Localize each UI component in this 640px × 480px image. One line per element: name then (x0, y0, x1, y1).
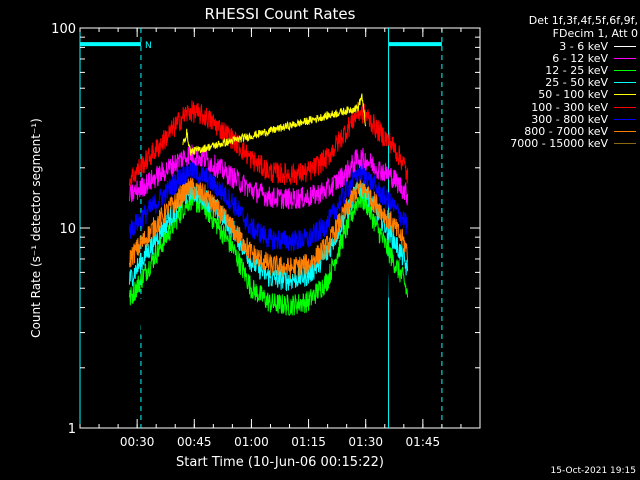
legend-entry: 100 - 300 keV (486, 100, 638, 114)
legend-label: 100 - 300 keV (531, 100, 608, 114)
legend-swatch (614, 106, 636, 108)
legend-label: 800 - 7000 keV (524, 124, 608, 138)
legend-entry: 7000 - 15000 keV (486, 137, 638, 151)
series-line-5 (129, 100, 409, 187)
legend-label: 300 - 800 keV (531, 112, 608, 126)
legend-entry: 3 - 6 keV (486, 39, 638, 53)
legend-label: 50 - 100 keV (538, 88, 608, 102)
legend-header-line-2: FDecim 1, Att 0 (552, 27, 638, 40)
x-tick-label: 01:45 (406, 435, 441, 449)
chart-title: RHESSI Count Rates (205, 5, 356, 23)
legend-entries: 3 - 6 keV 6 - 12 keV 12 - 25 keV 25 - 50 ke… (486, 40, 638, 150)
legend-entry: 300 - 800 keV (486, 112, 638, 126)
series-line-1 (129, 144, 409, 210)
legend-swatch (614, 45, 636, 47)
legend-label: 25 - 50 keV (545, 76, 608, 90)
legend-swatch (614, 69, 636, 71)
x-tick-label: 01:15 (291, 435, 326, 449)
legend: Det 1f,3f,4f,5f,6f,9f, FDecim 1, Att 0 3… (486, 14, 638, 150)
series-line-0 (129, 185, 409, 380)
legend-swatch (614, 143, 636, 145)
legend-label: 7000 - 15000 keV (510, 137, 608, 151)
x-tick-label: 00:45 (177, 435, 212, 449)
series-line-4 (182, 93, 367, 156)
timestamp: 15-Oct-2021 19:15 (550, 466, 636, 476)
legend-entry: 12 - 25 keV (486, 63, 638, 77)
legend-label: 6 - 12 keV (552, 51, 608, 65)
legend-label: 3 - 6 keV (559, 39, 608, 53)
legend-swatch (614, 57, 636, 59)
series-line-6 (129, 160, 409, 253)
series-line-7 (129, 177, 409, 279)
legend-swatch (614, 130, 636, 132)
x-tick-label: 00:30 (120, 435, 155, 449)
night-marker-label: N (145, 41, 152, 51)
x-tick-label: 01:30 (348, 435, 383, 449)
series-group (129, 93, 409, 380)
legend-swatch (614, 82, 636, 84)
legend-entry: 6 - 12 keV (486, 51, 638, 65)
legend-label: 12 - 25 keV (545, 63, 608, 77)
y-tick-label: 10 (59, 222, 76, 237)
legend-swatch (614, 94, 636, 96)
y-tick-label: 100 (51, 22, 76, 37)
x-axis-label: Start Time (10-Jun-06 00:15:22) (176, 455, 384, 470)
axes-group: 00:30 00:45 01:00 01:15 01:30 01:45 1 10 100 (51, 22, 481, 449)
legend-entry: 800 - 7000 keV (486, 124, 638, 138)
y-axis-label: Count Rate (s⁻¹ detector segment⁻¹) (29, 118, 43, 338)
legend-header-line-1: Det 1f,3f,4f,5f,6f,9f, (528, 14, 638, 27)
legend-swatch (614, 118, 636, 120)
legend-entry: 50 - 100 keV (486, 88, 638, 102)
legend-entry: 25 - 50 keV (486, 76, 638, 90)
x-tick-label: 01:00 (234, 435, 269, 449)
y-tick-label: 1 (68, 422, 76, 437)
